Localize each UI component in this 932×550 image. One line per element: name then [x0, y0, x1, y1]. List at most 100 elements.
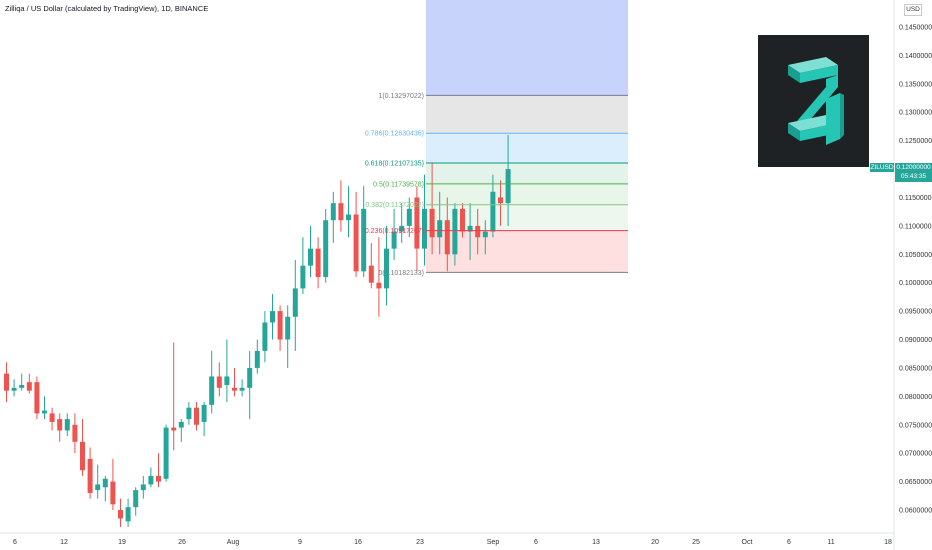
candle-body[interactable]	[285, 316, 291, 340]
candle-body[interactable]	[300, 265, 306, 289]
candle-body[interactable]	[277, 311, 283, 340]
candle-body[interactable]	[232, 387, 237, 391]
x-tick-label: 16	[354, 539, 362, 546]
candle-body[interactable]	[125, 507, 131, 522]
candle-body[interactable]	[247, 367, 253, 388]
candle-body[interactable]	[399, 225, 405, 232]
candle-body[interactable]	[330, 203, 336, 221]
candle-body[interactable]	[254, 350, 260, 368]
x-tick-label: 9	[298, 539, 302, 546]
candle-body[interactable]	[368, 265, 374, 283]
candle-body[interactable]	[110, 481, 116, 505]
candle-body[interactable]	[26, 382, 32, 391]
candle-body[interactable]	[391, 231, 397, 249]
fib-zone	[426, 133, 628, 163]
candle-body[interactable]	[384, 248, 389, 289]
candle-body[interactable]	[194, 407, 199, 425]
candle-body[interactable]	[163, 427, 169, 479]
candle-body[interactable]	[11, 387, 17, 391]
candle-body[interactable]	[482, 231, 488, 238]
fib-zone	[426, 183, 628, 205]
fib-level-label: 1(0.13297022)	[378, 93, 424, 100]
fib-zone	[426, 204, 628, 231]
candle-body[interactable]	[490, 191, 496, 232]
candle-body[interactable]	[353, 214, 359, 272]
x-tick-label: 20	[651, 539, 659, 546]
candle-body[interactable]	[444, 220, 450, 255]
fib-level-label: 0.236(0.10917267)	[365, 228, 424, 235]
candle-body[interactable]	[87, 458, 93, 493]
chart-title: Zilliqa / US Dollar (calculated by Tradi…	[5, 4, 209, 13]
candle-body[interactable]	[505, 169, 511, 204]
candle-body[interactable]	[346, 214, 351, 221]
candle-body[interactable]	[148, 475, 154, 485]
fibonacci-zones	[426, 0, 628, 273]
candle-body[interactable]	[80, 441, 85, 471]
time-axis[interactable]: 6 12 19 26 Aug 9 16 23 Sep 6 13 20 25 Oct 6 11 18	[0, 532, 894, 546]
fib-zone	[426, 162, 628, 184]
candle-body[interactable]	[102, 478, 108, 488]
candle-body[interactable]	[224, 376, 230, 385]
x-tick-label: Oct	[742, 539, 753, 546]
candle-body[interactable]	[209, 376, 215, 405]
fib-level-label: 0(0.10182133)	[378, 270, 424, 277]
currency-button[interactable]: USD	[904, 4, 922, 16]
x-tick-label: 6	[13, 539, 17, 546]
candle-body[interactable]	[452, 208, 458, 255]
candle-body[interactable]	[72, 424, 78, 442]
candle-body[interactable]	[467, 225, 473, 232]
candle-body[interactable]	[414, 197, 420, 249]
candle-body[interactable]	[42, 410, 47, 414]
candle-body[interactable]	[475, 225, 481, 238]
fib-level-label: 0.618(0.12107135)	[365, 160, 424, 167]
candle-body[interactable]	[64, 419, 70, 431]
candle-body[interactable]	[201, 404, 207, 422]
candle-body[interactable]	[262, 322, 268, 351]
x-tick-label: 26	[178, 539, 186, 546]
candle-body[interactable]	[338, 203, 344, 221]
candle-body[interactable]	[498, 197, 503, 204]
candle-body[interactable]	[422, 208, 427, 249]
fib-extension-zone	[426, 0, 628, 96]
candle-body[interactable]	[156, 475, 161, 482]
candle-body[interactable]	[292, 288, 298, 317]
y-tick-label: 0.06000000	[899, 508, 932, 515]
candle-body[interactable]	[308, 248, 313, 266]
candle-body[interactable]	[323, 220, 329, 278]
candle-body[interactable]	[49, 413, 55, 422]
candle-body[interactable]	[133, 490, 139, 508]
candle-body[interactable]	[460, 208, 465, 232]
candle-body[interactable]	[4, 373, 9, 391]
candle-body[interactable]	[178, 421, 184, 428]
candle-body[interactable]	[270, 311, 275, 323]
candle-body[interactable]	[186, 407, 192, 420]
candle-body[interactable]	[429, 208, 435, 238]
x-tick-label: 23	[416, 539, 424, 546]
candle-body[interactable]	[437, 220, 443, 238]
candle-body[interactable]	[19, 384, 25, 388]
candle-body[interactable]	[34, 382, 40, 414]
candle-body[interactable]	[361, 208, 367, 272]
candle-body[interactable]	[239, 387, 245, 391]
candle-body[interactable]	[171, 427, 177, 431]
candle-body[interactable]	[57, 419, 63, 431]
candle-body[interactable]	[95, 484, 101, 491]
candle-body[interactable]	[118, 510, 123, 519]
x-tick-label: 6	[787, 539, 791, 546]
candle-body[interactable]	[376, 282, 382, 289]
candle-body[interactable]	[140, 484, 146, 491]
candle-body[interactable]	[406, 208, 412, 226]
candle-body[interactable]	[315, 248, 321, 278]
candle-body[interactable]	[216, 376, 222, 388]
y-tick-label: 0.11500000	[899, 195, 932, 202]
